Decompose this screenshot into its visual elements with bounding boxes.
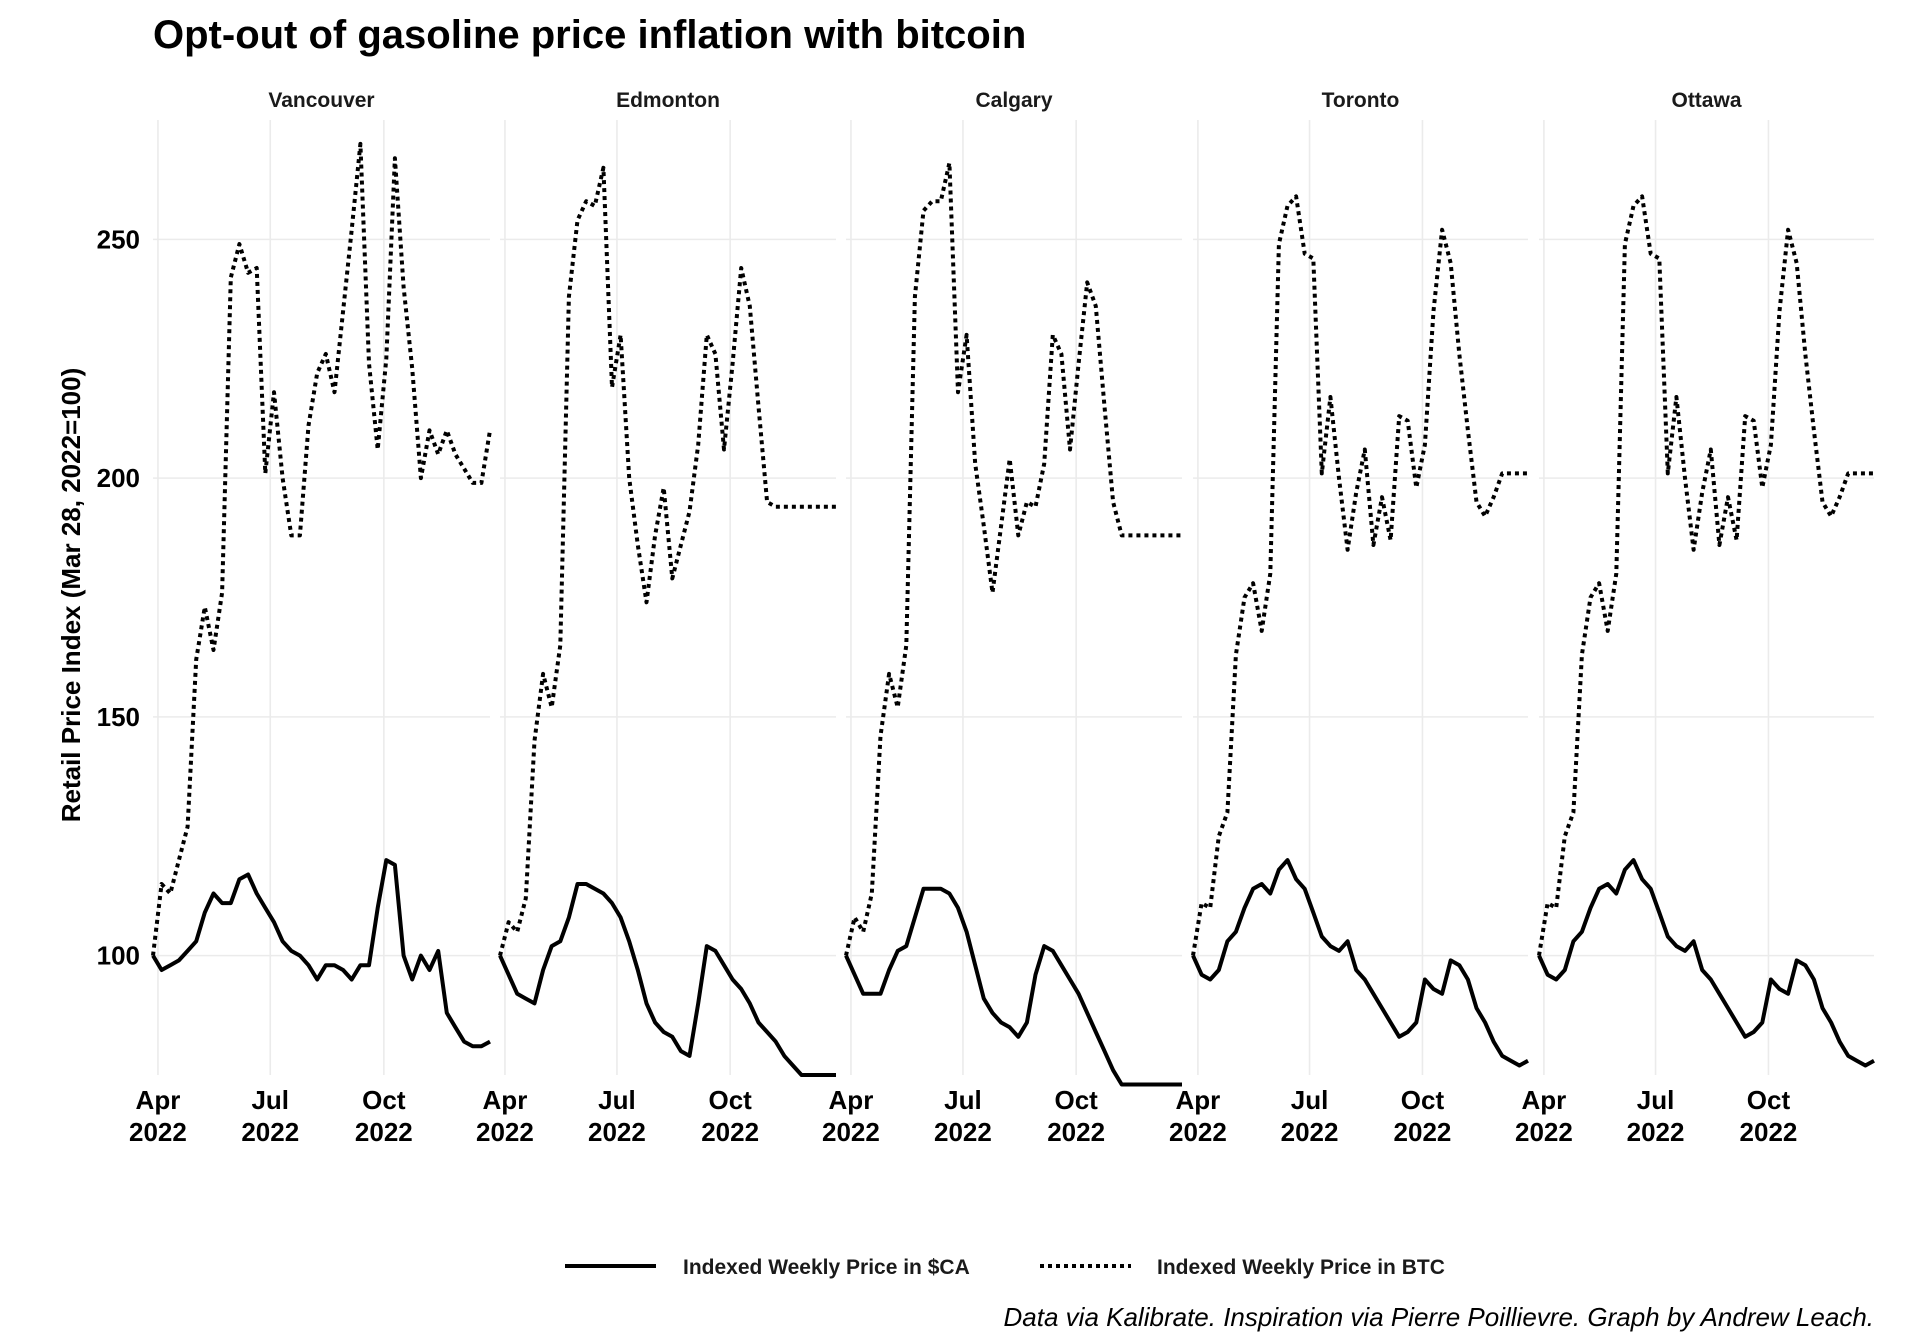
x-tick-label-line: Jul (251, 1085, 289, 1115)
series-line-btc (844, 161, 1182, 957)
chart-caption: Data via Kalibrate. Inspiration via Pier… (1004, 1302, 1874, 1332)
series-line-btc (151, 141, 492, 956)
y-tick-label: 100 (97, 941, 140, 971)
series-line-ca (1191, 858, 1529, 1068)
facet-label: Ottawa (1671, 89, 1741, 112)
x-tick-label-line: Apr (1522, 1085, 1567, 1115)
legend: Indexed Weekly Price in $CA Indexed Week… (565, 1256, 1445, 1279)
x-tick-label: Jul 2022 (241, 1085, 299, 1147)
x-tick-label-line: 2022 (355, 1117, 413, 1147)
facet-label: Toronto (1322, 89, 1400, 112)
x-tick-label: Apr 2022 (129, 1085, 187, 1147)
x-tick-label: Apr 2022 (1515, 1085, 1573, 1147)
x-tick-label: Jul 2022 (934, 1085, 992, 1147)
x-tick-label-line: 2022 (1394, 1117, 1452, 1147)
facet-label: Edmonton (616, 89, 720, 112)
x-tick-label-line: Oct (1401, 1085, 1445, 1115)
x-tick-label-line: Jul (944, 1085, 982, 1115)
legend-label-ca: Indexed Weekly Price in $CA (683, 1256, 970, 1279)
series-line-ca (1537, 858, 1875, 1068)
x-tick-label-line: 2022 (588, 1117, 646, 1147)
x-tick-label: Oct 2022 (701, 1085, 759, 1147)
x-tick-label: Jul 2022 (1627, 1085, 1685, 1147)
x-tick-label: Apr 2022 (476, 1085, 534, 1147)
x-tick-label-line: 2022 (701, 1117, 759, 1147)
x-tick-label-line: Jul (1291, 1085, 1329, 1115)
y-axis-label: Retail Price Index (Mar 28, 2022=100) (56, 368, 86, 823)
x-tick-label: Jul 2022 (588, 1085, 646, 1147)
x-tick-label-line: Oct (1054, 1085, 1098, 1115)
x-tick-label-line: Oct (708, 1085, 752, 1115)
x-tick-label: Oct 2022 (1047, 1085, 1105, 1147)
x-tick-label-line: 2022 (822, 1117, 880, 1147)
series-line-btc (1537, 194, 1874, 956)
series-line-ca (151, 858, 491, 1049)
x-tick-label-line: 2022 (1515, 1117, 1573, 1147)
x-tick-label-line: Oct (1747, 1085, 1791, 1115)
x-tick-label: Oct 2022 (1394, 1085, 1452, 1147)
x-tick-label-line: Apr (1176, 1085, 1221, 1115)
x-tick-label-line: Oct (362, 1085, 406, 1115)
y-tick-label: 150 (97, 702, 140, 732)
x-tick-label-line: Apr (829, 1085, 874, 1115)
series-line-btc (498, 165, 836, 957)
series-line-ca (498, 882, 836, 1077)
x-tick-label: Apr 2022 (822, 1085, 880, 1147)
x-tick-label-line: Apr (483, 1085, 528, 1115)
y-tick-label: 200 (97, 463, 140, 493)
x-tick-label-line: 2022 (1740, 1117, 1798, 1147)
x-tick-label-line: 2022 (934, 1117, 992, 1147)
facet-label: Calgary (975, 89, 1052, 112)
x-tick-label-line: 2022 (1627, 1117, 1685, 1147)
x-tick-label-line: Apr (136, 1085, 181, 1115)
series-line-ca (844, 886, 1182, 1087)
y-tick-label: 250 (97, 224, 140, 254)
x-tick-label-line: 2022 (476, 1117, 534, 1147)
y-axis: 100 150 200 250 (97, 224, 140, 970)
facet-label: Vancouver (268, 89, 374, 112)
legend-label-btc: Indexed Weekly Price in BTC (1157, 1256, 1445, 1279)
series-line-btc (1191, 194, 1528, 956)
x-tick-label-line: 2022 (129, 1117, 187, 1147)
x-tick-label: Oct 2022 (1740, 1085, 1798, 1147)
x-tick-label-line: 2022 (1281, 1117, 1339, 1147)
chart-title: Opt-out of gasoline price inflation with… (153, 13, 1026, 57)
x-tick-label-line: 2022 (241, 1117, 299, 1147)
x-tick-label-line: Jul (598, 1085, 636, 1115)
x-tick-label: Jul 2022 (1281, 1085, 1339, 1147)
x-tick-label: Oct 2022 (355, 1085, 413, 1147)
x-tick-label-line: Jul (1637, 1085, 1675, 1115)
x-tick-label-line: 2022 (1169, 1117, 1227, 1147)
x-tick-label: Apr 2022 (1169, 1085, 1227, 1147)
x-tick-label-line: 2022 (1047, 1117, 1105, 1147)
